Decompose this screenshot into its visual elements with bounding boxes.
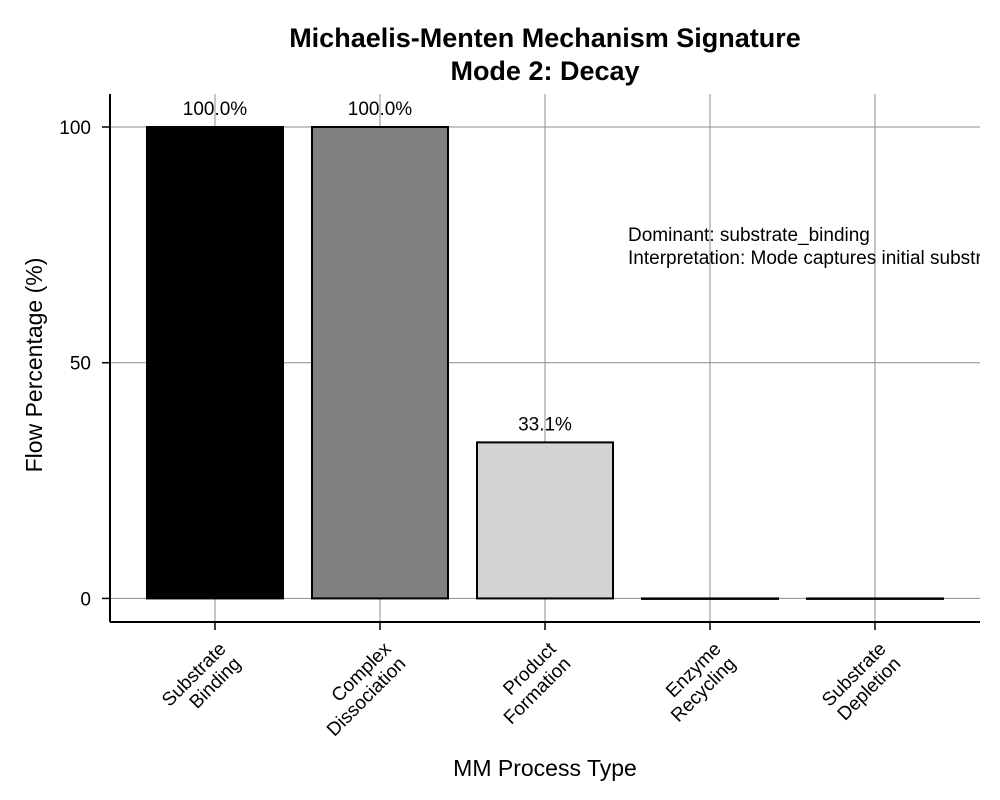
annotation: Dominant: substrate_bindingInterpretatio… [628, 225, 1000, 269]
data-label: 100.0% [348, 99, 413, 120]
annotation-line: Dominant: substrate_binding [628, 225, 870, 246]
x-tick-label: ProductFormation [485, 638, 576, 729]
y-axis-title: Flow Percentage (%) [21, 258, 47, 473]
x-ticks: SubstrateBinding ComplexDissociation Produ… [158, 622, 905, 741]
data-labels: 100.0% 100.0% 33.1% [183, 99, 572, 435]
bar-substrate-depletion [806, 597, 944, 600]
y-tick-label: 50 [70, 354, 91, 375]
bars [146, 126, 944, 600]
bar-enzyme-recycling [641, 597, 779, 600]
bar-complex-dissociation [311, 126, 449, 600]
bar-product-formation [476, 441, 614, 600]
x-tick-label: ComplexDissociation [308, 638, 410, 740]
y-tick-label: 0 [80, 589, 91, 610]
x-tick-label: EnzymeRecycling [652, 639, 740, 727]
x-tick-label: SubstrateBinding [158, 639, 245, 726]
bar-substrate-binding [146, 126, 284, 600]
data-label: 33.1% [518, 414, 572, 435]
y-tick-label: 100 [59, 118, 91, 139]
x-tick-label: SubstrateDepletion [818, 639, 905, 726]
y-ticks: 0 50 100 [59, 118, 110, 610]
x-axis-title: MM Process Type [453, 755, 637, 781]
data-label: 100.0% [183, 99, 248, 120]
chart-title-line-1: Michaelis-Menten Mechanism Signature [289, 23, 801, 53]
annotation-line: Interpretation: Mode captures initial su… [628, 248, 1000, 269]
chart-title-line-2: Mode 2: Decay [450, 56, 639, 86]
